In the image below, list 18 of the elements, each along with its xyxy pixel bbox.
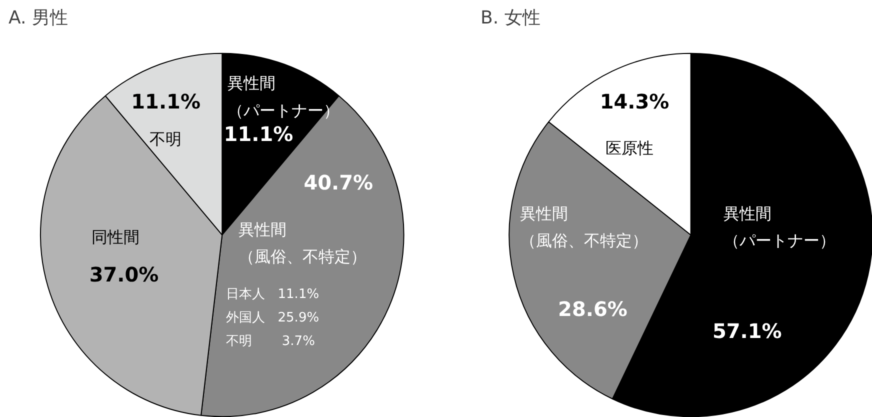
- data-label: 11.1%: [131, 89, 201, 114]
- slice-label: 異性間（風俗、不特定）: [238, 220, 366, 266]
- slice-label: 同性間: [91, 227, 140, 246]
- data-label: 40.7%: [304, 170, 374, 195]
- chart-title: B. 女性: [480, 8, 540, 28]
- chart-title: A. 男性: [8, 8, 68, 28]
- data-label: 57.1%: [712, 318, 782, 343]
- data-label: 37.0%: [89, 262, 159, 287]
- slice-label: 異性間（パートナー）: [724, 204, 836, 250]
- text: 外国人 25.9%: [226, 310, 320, 326]
- data-label: 28.6%: [558, 297, 628, 322]
- data-label: 14.3%: [600, 89, 670, 114]
- slice-label: 医原性: [605, 138, 654, 158]
- slice-label: 異性間（風俗、不特定）: [520, 204, 648, 250]
- slice-label: 不明: [149, 130, 182, 149]
- text: 不明 3.7%: [226, 334, 315, 350]
- data-label: 11.1%: [224, 122, 294, 146]
- text: 日本人 11.1%: [226, 287, 320, 302]
